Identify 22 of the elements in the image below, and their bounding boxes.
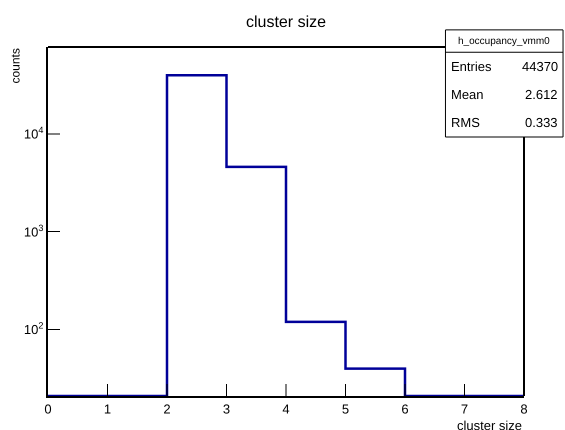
x-tick-label: 2 [163,402,171,417]
chart-title: cluster size [246,14,326,31]
annotation: 44370 [522,59,558,74]
x-tick-label: 1 [104,402,112,417]
text: h_occupancy_vmm0 [458,36,550,47]
y-tick-label: 10$^{4}$ [24,124,44,142]
text: 0.333 [525,115,558,130]
annotation: Entries [451,59,492,74]
y-tick-label: 10$^{2}$ [24,320,44,338]
text: 2.612 [525,87,558,102]
x-tick-label: 6 [401,402,409,417]
x-tick-label: 4 [282,402,290,417]
annotation: Mean [451,87,484,102]
y-axis-title: counts [8,48,22,84]
x-tick-label: 7 [460,402,468,417]
annotation: RMS [451,115,480,130]
x-tick-label: 5 [342,402,350,417]
x-tick-label: 8 [520,402,528,417]
x-axis-title: cluster size [457,418,522,430]
x-tick-label: 3 [222,402,230,417]
y-tick-label: 10$^{3}$ [24,222,44,240]
x-tick-label: 0 [44,402,52,417]
